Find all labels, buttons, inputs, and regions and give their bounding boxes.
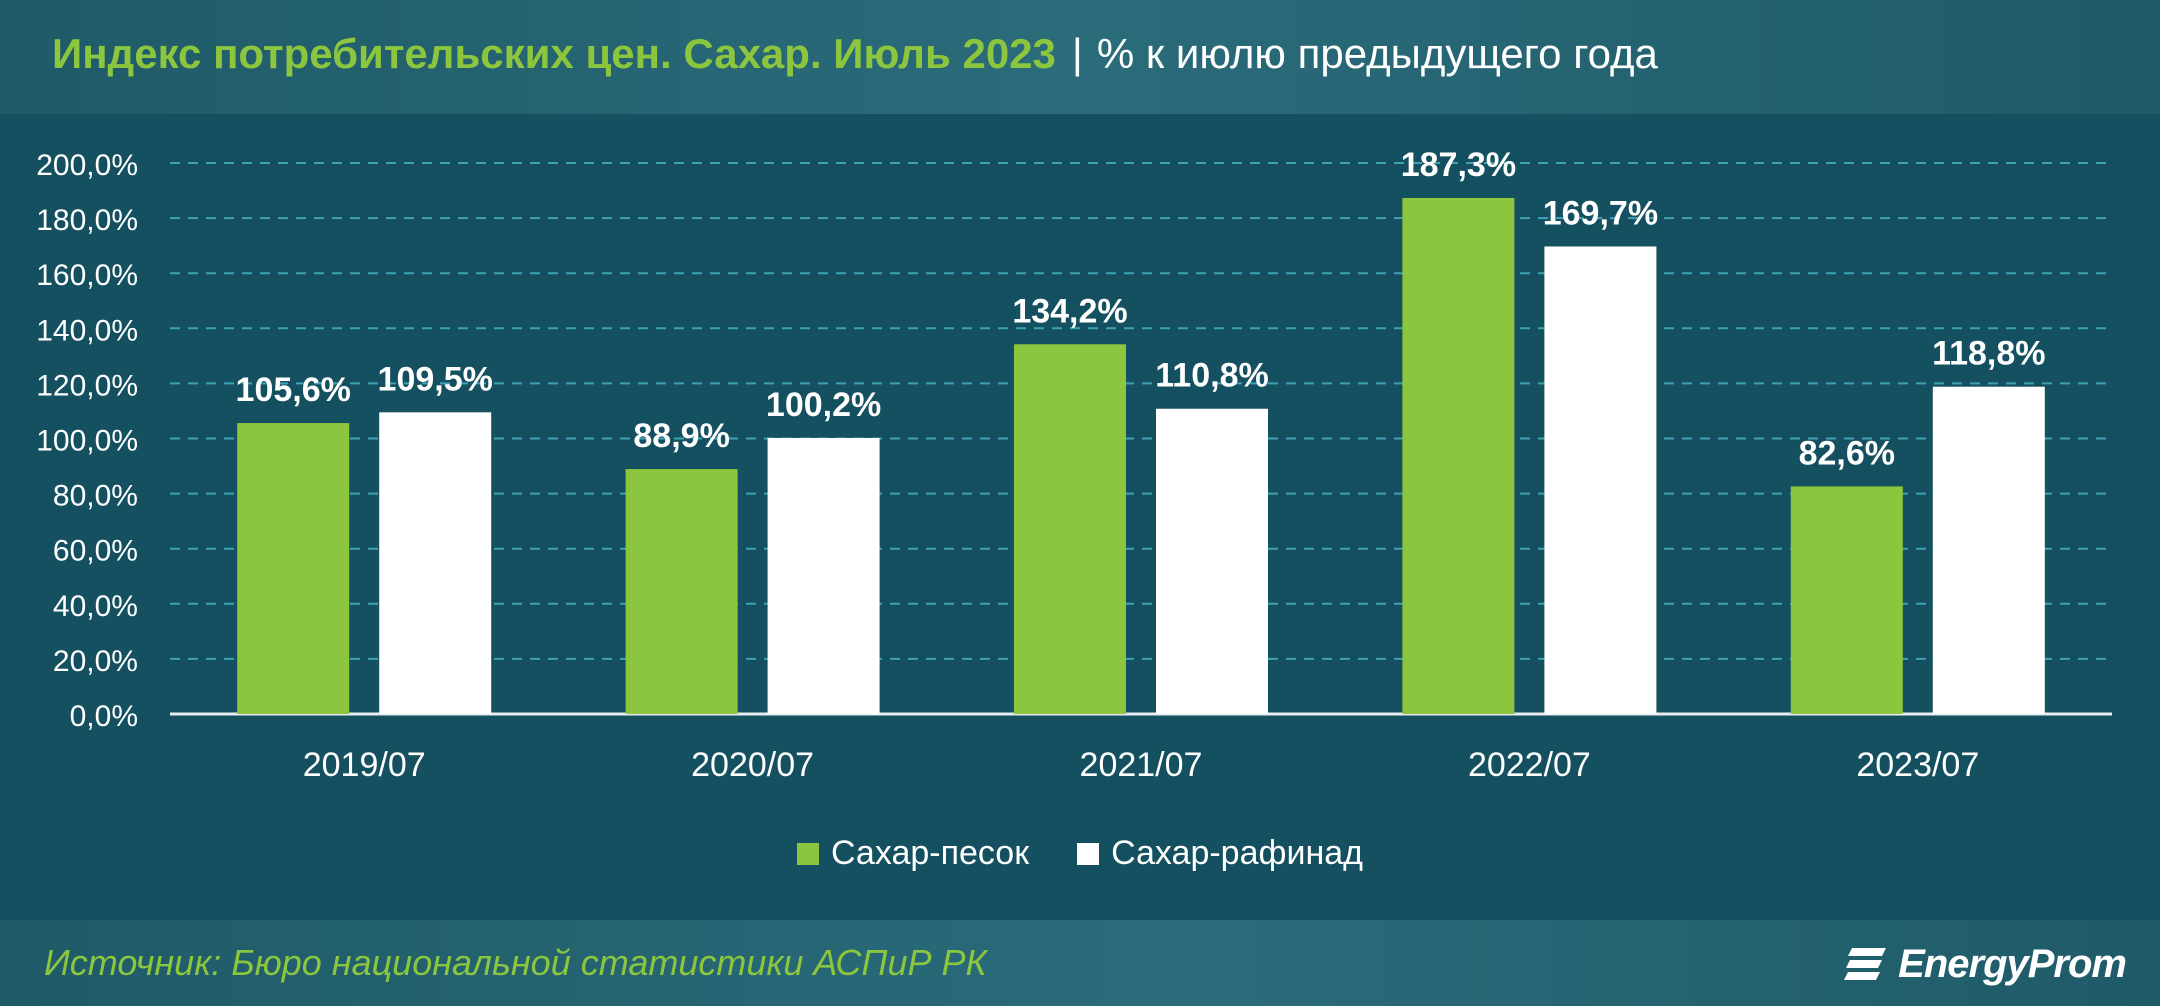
data-label: 100,2% [766,386,881,424]
data-label: 134,2% [1012,292,1127,330]
y-tick-label: 200,0% [36,149,138,182]
title-main: Индекс потребительских цен. Сахар. Июль … [52,30,1056,77]
bar-series-2 [379,412,492,714]
bar-chart: 0,0% 20,0% 40,0% 60,0% 80,0% 100,0% 120,0% 140,… [36,146,2112,784]
logo-icon [1844,948,1887,980]
y-tick-label: 160,0% [36,259,138,292]
data-label: 82,6% [1799,434,1895,472]
chart-footer: Источник: Бюро национальной статистики А… [0,920,2160,1006]
y-tick-label: 140,0% [36,314,138,347]
legend-item-series-1: Сахар-песок [796,834,1030,873]
x-tick-label: 2020/07 [691,746,814,784]
bar-series-1 [1014,344,1126,714]
data-label: 109,5% [378,360,493,398]
energyprom-logo: EnergyProm [1842,936,2127,992]
y-tick-label: 100,0% [36,425,138,458]
data-label: 187,3% [1401,146,1516,184]
title-unit: % к июлю предыдущего года [1096,30,1658,77]
y-tick-label: 20,0% [53,645,138,678]
chart-title: Индекс потребительских цен. Сахар. Июль … [52,30,1658,78]
data-label: 118,8% [1932,335,2045,373]
logo-text: EnergyProm [1898,941,2127,986]
data-label: 88,9% [633,417,729,455]
data-label: 169,7% [1543,194,1658,232]
bar-series-1 [237,423,350,714]
bar-series-2 [1156,408,1268,714]
source-note: Источник: Бюро национальной статистики А… [44,942,987,983]
bar-series-1 [625,469,738,714]
x-tick-label: 2023/07 [1856,746,1979,784]
bar-series-2 [1544,246,1657,714]
bar-series-2 [767,437,880,714]
legend-swatch-series-1 [796,842,819,865]
y-tick-label: 120,0% [36,369,138,402]
bar-series-1 [1790,486,1903,714]
data-label: 110,8% [1155,357,1268,395]
y-tick-label: 0,0% [70,700,138,733]
legend-item-series-2: Сахар-рафинад [1077,834,1363,873]
title-separator: | [1071,30,1083,77]
y-tick-label: 40,0% [53,590,138,623]
chart-header: Индекс потребительских цен. Сахар. Июль … [0,0,2160,114]
data-label: 105,6% [236,371,351,409]
legend-swatch-series-2 [1077,842,1100,865]
y-tick-label: 60,0% [53,535,138,568]
legend-label-series-2: Сахар-рафинад [1111,834,1363,872]
legend-label-series-1: Сахар-песок [830,834,1030,872]
x-tick-label: 2019/07 [303,746,426,784]
y-tick-label: 180,0% [36,204,138,237]
x-tick-label: 2021/07 [1080,746,1203,784]
bar-series-2 [1932,386,2045,714]
y-tick-label: 80,0% [53,480,138,513]
chart-legend: Сахар-песок Сахар-рафинад [0,834,2160,873]
x-tick-label: 2022/07 [1468,746,1591,784]
bar-series-1 [1402,197,1515,714]
chart-area: 0,0% 20,0% 40,0% 60,0% 80,0% 100,0% 120,0% 140,… [0,114,2160,920]
